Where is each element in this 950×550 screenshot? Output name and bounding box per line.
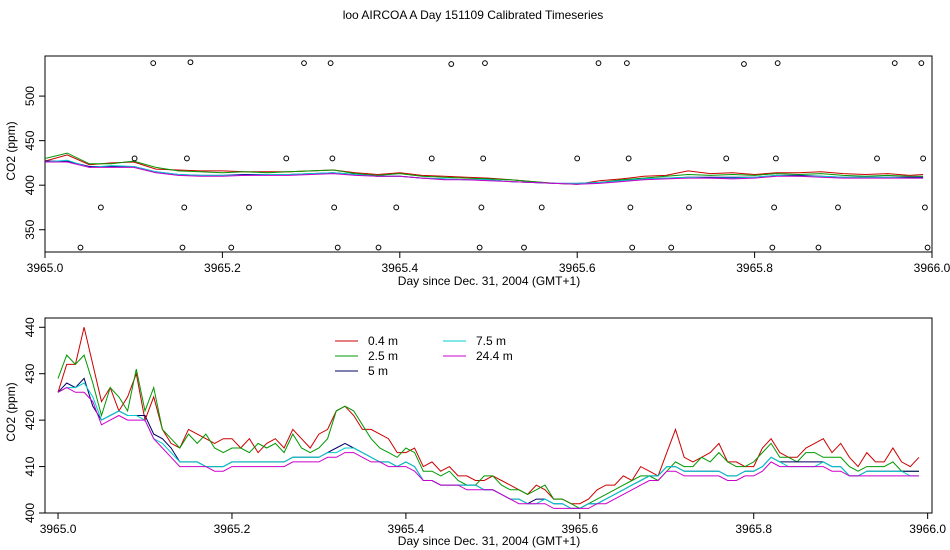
data-point: [228, 244, 235, 251]
data-point: [922, 204, 928, 211]
y-tick-label: 500: [23, 86, 37, 106]
x-tick-label: 3965.2: [204, 261, 241, 275]
y-tick-label: 430: [23, 363, 37, 383]
data-point: [327, 60, 334, 67]
data-point: [521, 244, 527, 251]
x-tick-label: 3966.0: [914, 261, 950, 275]
data-point: [329, 155, 336, 162]
y-tick-label: 450: [23, 130, 37, 150]
data-point: [723, 155, 730, 162]
x-tick-label: 3965.6: [561, 522, 598, 536]
data-point: [769, 244, 776, 251]
series-line-5: [45, 161, 924, 185]
data-point: [375, 244, 382, 251]
x-tick-label: 3966.0: [909, 522, 946, 536]
data-point: [815, 244, 822, 251]
data-point: [595, 60, 602, 67]
data-point: [668, 244, 675, 251]
y-axis-label: CO2 (ppm): [4, 382, 18, 441]
data-point: [131, 155, 138, 162]
x-tick-label: 3965.0: [40, 522, 77, 536]
data-point: [623, 60, 630, 67]
series-line-2: [44, 152, 924, 185]
x-tick-label: 3965.8: [736, 261, 773, 275]
data-point: [150, 60, 157, 67]
panel-top: Day since Dec. 31, 2004 (GMT+1) CO2 (ppm…: [4, 55, 950, 288]
y-tick-label: 350: [23, 219, 37, 239]
data-point: [920, 155, 927, 162]
data-point: [476, 244, 483, 251]
data-point: [835, 204, 841, 211]
data-point: [629, 244, 636, 251]
data-point: [774, 60, 781, 67]
data-point: [482, 60, 488, 67]
data-point: [179, 244, 186, 251]
y-axis-label: CO2 (ppm): [4, 121, 18, 180]
series-line-5: [57, 387, 919, 509]
data-point: [924, 244, 931, 251]
series-line-1: [57, 327, 920, 505]
data-point: [891, 60, 898, 67]
x-axis-label: Day since Dec. 31, 2004 (GMT+1): [398, 534, 580, 548]
data-point: [393, 204, 400, 211]
data-point: [77, 244, 84, 251]
y-tick-label: 440: [23, 317, 37, 337]
data-point: [874, 155, 880, 162]
series-line-2: [57, 354, 919, 509]
x-tick-label: 3965.4: [388, 522, 425, 536]
data-point: [301, 60, 307, 67]
y-tick-label: 410: [23, 456, 37, 476]
legend-label: 24.4 m: [476, 349, 513, 363]
data-point: [184, 155, 190, 162]
series-line-3: [57, 377, 919, 509]
data-point: [771, 204, 778, 211]
x-axis-label: Day since Dec. 31, 2004 (GMT+1): [398, 274, 580, 288]
data-point: [480, 155, 487, 162]
plot-frame: [44, 317, 933, 514]
data-point: [331, 204, 338, 211]
data-point: [478, 204, 485, 211]
legend-label: 0.4 m: [368, 334, 398, 348]
x-tick-label: 3965.4: [381, 261, 418, 275]
legend-label: 7.5 m: [476, 334, 506, 348]
legend-label: 5 m: [368, 364, 388, 378]
plot-frame: [44, 55, 933, 253]
x-tick-label: 3965.8: [735, 522, 772, 536]
x-tick-label: 3965.0: [27, 261, 64, 275]
data-point: [627, 204, 634, 211]
data-point: [772, 155, 779, 162]
data-point: [283, 155, 290, 162]
legend: 0.4 m2.5 m5 m 7.5 m24.4 m: [335, 334, 513, 378]
y-tick-label: 420: [23, 410, 37, 430]
data-point: [187, 59, 194, 66]
x-tick-label: 3965.6: [559, 261, 596, 275]
x-tick-label: 3965.2: [214, 522, 251, 536]
data-point: [246, 204, 252, 211]
legend-label: 2.5 m: [368, 349, 398, 363]
data-point: [97, 204, 104, 211]
y-tick-label: 400: [23, 175, 37, 195]
data-point: [625, 155, 632, 162]
data-point: [918, 60, 925, 67]
data-point: [428, 155, 435, 162]
data-point: [181, 204, 188, 211]
data-point: [686, 204, 692, 211]
panel-bottom: Day since Dec. 31, 2004 (GMT+1) CO2 (ppm…: [4, 317, 946, 548]
data-point: [741, 61, 747, 67]
data-point: [448, 61, 455, 67]
y-tick-label: 400: [23, 503, 37, 523]
data-point: [574, 155, 581, 162]
series-line-1: [44, 154, 924, 185]
series-line-4: [44, 159, 924, 184]
data-point: [538, 204, 545, 211]
figure-title: loo AIRCOA A Day 151109 Calibrated Times…: [343, 8, 604, 22]
data-point: [334, 244, 341, 251]
